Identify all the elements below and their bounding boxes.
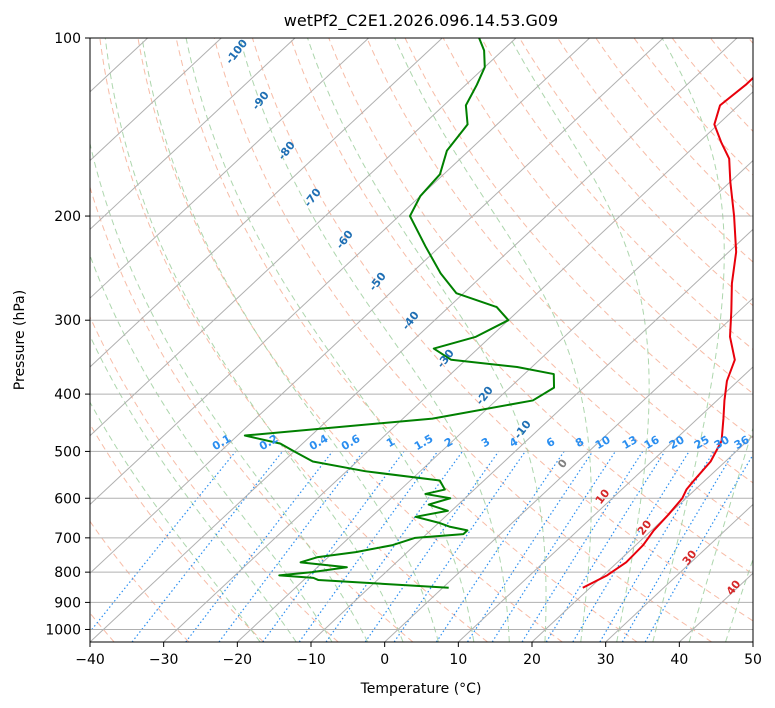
mixing-ratio-line <box>572 451 690 642</box>
chart-title: wetPf2_C2E1.2026.096.14.53.G09 <box>284 11 558 31</box>
dry-adiabat-line <box>480 38 753 351</box>
x-tick-label: 50 <box>744 652 762 668</box>
isotherm-line <box>457 366 753 642</box>
y-tick-label: 500 <box>54 444 81 460</box>
moist-adiabat-line <box>104 38 404 642</box>
temperature-profile <box>582 76 753 589</box>
moist-adiabat-line <box>90 141 369 642</box>
moist-adiabat-line <box>307 38 547 642</box>
y-tick-label: 200 <box>54 209 81 225</box>
dewpoint-profile <box>243 38 556 589</box>
isotherm-line <box>90 38 443 368</box>
mixing-ratio-line <box>298 451 439 642</box>
dry-adiabat-line <box>175 38 638 642</box>
isotherm-line <box>90 38 517 437</box>
isotherm-line <box>605 503 753 642</box>
y-tick-label: 900 <box>54 595 81 611</box>
isotherm-line <box>531 434 753 642</box>
mixing-ratio-line <box>90 451 237 633</box>
isotherm-line <box>90 38 222 162</box>
plot-frame <box>89 37 754 643</box>
dry-adiabat-line <box>328 38 753 529</box>
isotherm-line <box>163 91 753 642</box>
x-tick-label: −30 <box>149 652 179 668</box>
dry-adiabat-line <box>99 38 488 642</box>
isotherm-line <box>384 297 753 642</box>
dry-adiabat-line <box>366 38 753 484</box>
mixing-ratio-line <box>185 451 333 642</box>
mixing-ratio-line <box>218 451 364 642</box>
y-tick-label: 600 <box>54 491 81 507</box>
dry-adiabat-line <box>213 38 712 642</box>
moist-adiabat-line <box>652 38 725 642</box>
x-tick-label: −20 <box>223 652 253 668</box>
x-axis-title: Temperature (°C) <box>360 681 482 697</box>
x-tick-label: 20 <box>523 652 541 668</box>
x-tick-label: 40 <box>670 652 688 668</box>
moist-adiabat-line <box>725 557 753 642</box>
dry-adiabat-line <box>633 38 753 176</box>
isotherm-line <box>90 38 369 299</box>
dry-adiabat-line <box>251 38 753 622</box>
grid-layer <box>90 38 753 642</box>
mixing-ratio-line <box>435 451 565 642</box>
isotherm-line <box>90 38 738 642</box>
y-tick-label: 400 <box>54 387 81 403</box>
x-tick-label: 10 <box>449 652 467 668</box>
y-tick-label: 100 <box>54 31 81 47</box>
moist-adiabat-line <box>239 38 510 642</box>
y-axis-title: Pressure (hPa) <box>12 290 28 390</box>
series-layer <box>243 38 753 589</box>
isotherm-line <box>236 159 753 642</box>
x-tick-label: 30 <box>597 652 615 668</box>
mixing-ratio-line <box>467 451 594 642</box>
moist-adiabat-line <box>90 254 333 642</box>
moist-adiabat-line <box>688 426 753 642</box>
y-tick-label: 800 <box>54 565 81 581</box>
mixing-ratio-line <box>545 451 666 642</box>
isotherm-line <box>90 38 664 574</box>
isotherm-line <box>310 228 753 642</box>
dry-adiabat-line <box>137 38 563 642</box>
y-tick-label: 1000 <box>45 622 81 638</box>
dry-adiabat-line <box>90 315 339 642</box>
isotherm-line <box>752 641 753 642</box>
y-tick-label: 700 <box>54 531 81 547</box>
x-tick-label: −10 <box>296 652 326 668</box>
x-tick-label: −40 <box>75 652 105 668</box>
y-tick-label: 300 <box>54 313 81 329</box>
moist-adiabat-line <box>394 38 592 642</box>
dry-adiabat-line <box>90 520 190 642</box>
moist-adiabat-line <box>141 38 439 642</box>
moist-adiabat-line <box>90 334 297 642</box>
axis-layer: −40 −30 −20 −10 0 10 20 30 40 50 100 200 300 400 500 60… <box>45 31 762 668</box>
moist-adiabat-line <box>185 38 475 642</box>
dry-adiabat-line <box>290 38 753 575</box>
mixing-ratio-line <box>364 451 500 642</box>
isotherm-line <box>90 38 590 506</box>
moist-adiabat-line <box>509 38 650 642</box>
dry-adiabat-line <box>442 38 753 395</box>
isotherm-line <box>90 38 296 231</box>
x-tick-label: 0 <box>380 652 389 668</box>
dry-adiabat-line <box>557 38 753 263</box>
